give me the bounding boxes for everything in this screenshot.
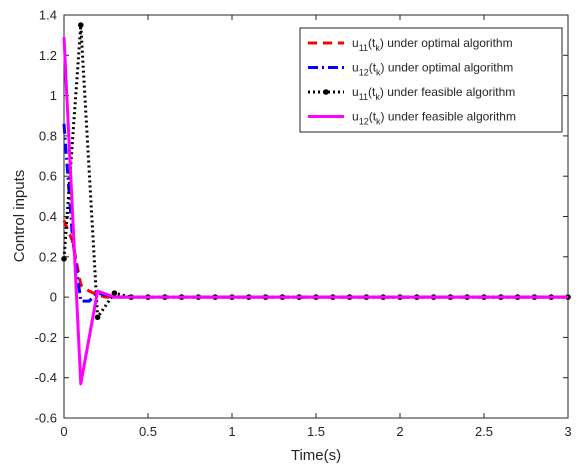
- y-tick-label: 0.2: [39, 249, 57, 264]
- legend-label-part: k: [375, 43, 380, 53]
- y-tick-label: 0.4: [39, 209, 57, 224]
- legend-label-part: u: [352, 110, 359, 124]
- legend-label-part: ) under feasible algorithm: [380, 85, 515, 99]
- y-tick-label: 0.6: [39, 169, 57, 184]
- legend-label: u12(tk) under feasible algorithm: [352, 110, 516, 127]
- x-tick-label: 2.5: [475, 424, 493, 439]
- y-tick-label: 0: [50, 290, 57, 305]
- legend-label-part: (t: [369, 61, 377, 75]
- legend-label-part: u: [352, 36, 359, 50]
- y-tick-label: 0.8: [39, 128, 57, 143]
- y-axis-label: Control inputs: [11, 170, 28, 263]
- data-point: [111, 290, 118, 296]
- data-point: [78, 22, 84, 28]
- x-tick-label: 3: [564, 424, 571, 439]
- legend-label: u11(tk) under feasible algorithm: [352, 85, 515, 102]
- data-point: [94, 314, 101, 321]
- legend-label-part: 12: [359, 68, 369, 78]
- legend-label-part: ) under optimal algorithm: [380, 36, 513, 50]
- legend-label-part: ) under feasible algorithm: [381, 110, 516, 124]
- legend-label-part: u: [352, 61, 359, 75]
- legend-label-part: ) under optimal algorithm: [381, 61, 514, 75]
- legend-label-part: k: [376, 68, 381, 78]
- legend-label-part: k: [376, 117, 381, 127]
- y-tick-label: 1: [50, 88, 57, 103]
- x-axis-label: Time(s): [291, 447, 341, 464]
- legend-label-part: (t: [368, 36, 376, 50]
- legend-label-part: (t: [368, 85, 376, 99]
- y-tick-label: 1.4: [39, 8, 57, 23]
- legend-marker: [323, 89, 329, 95]
- legend-label-part: 11: [359, 92, 368, 102]
- legend-label-part: k: [375, 92, 380, 102]
- y-tick-label: -0.6: [35, 411, 57, 426]
- legend-label-part: 12: [359, 117, 369, 127]
- series-line-4: [62, 37, 568, 386]
- y-tick-label: 1.2: [39, 48, 57, 63]
- data-point: [61, 256, 67, 262]
- legend-label: u12(tk) under optimal algorithm: [352, 61, 513, 78]
- x-tick-label: 1.5: [307, 424, 325, 439]
- x-tick-label: 2: [396, 424, 403, 439]
- y-tick-label: -0.4: [35, 370, 57, 385]
- series-4: [62, 37, 568, 386]
- y-tick-label: -0.2: [35, 330, 57, 345]
- legend-label-part: (t: [369, 110, 377, 124]
- legend-box: [299, 27, 563, 133]
- series-layer: [61, 22, 571, 386]
- ticks-layer: 0 0.5 1 1.5 2 2.5 3-0.6-0.4-0.200.20.40.60.811…: [35, 8, 572, 440]
- legend-label-part: u: [352, 85, 359, 99]
- legend-label: u11(tk) under optimal algorithm: [352, 36, 513, 53]
- x-tick-label: 0: [60, 424, 67, 439]
- x-tick-label: 0.5: [139, 424, 157, 439]
- x-tick-label: 1: [228, 424, 235, 439]
- legend-label-part: 11: [359, 43, 368, 53]
